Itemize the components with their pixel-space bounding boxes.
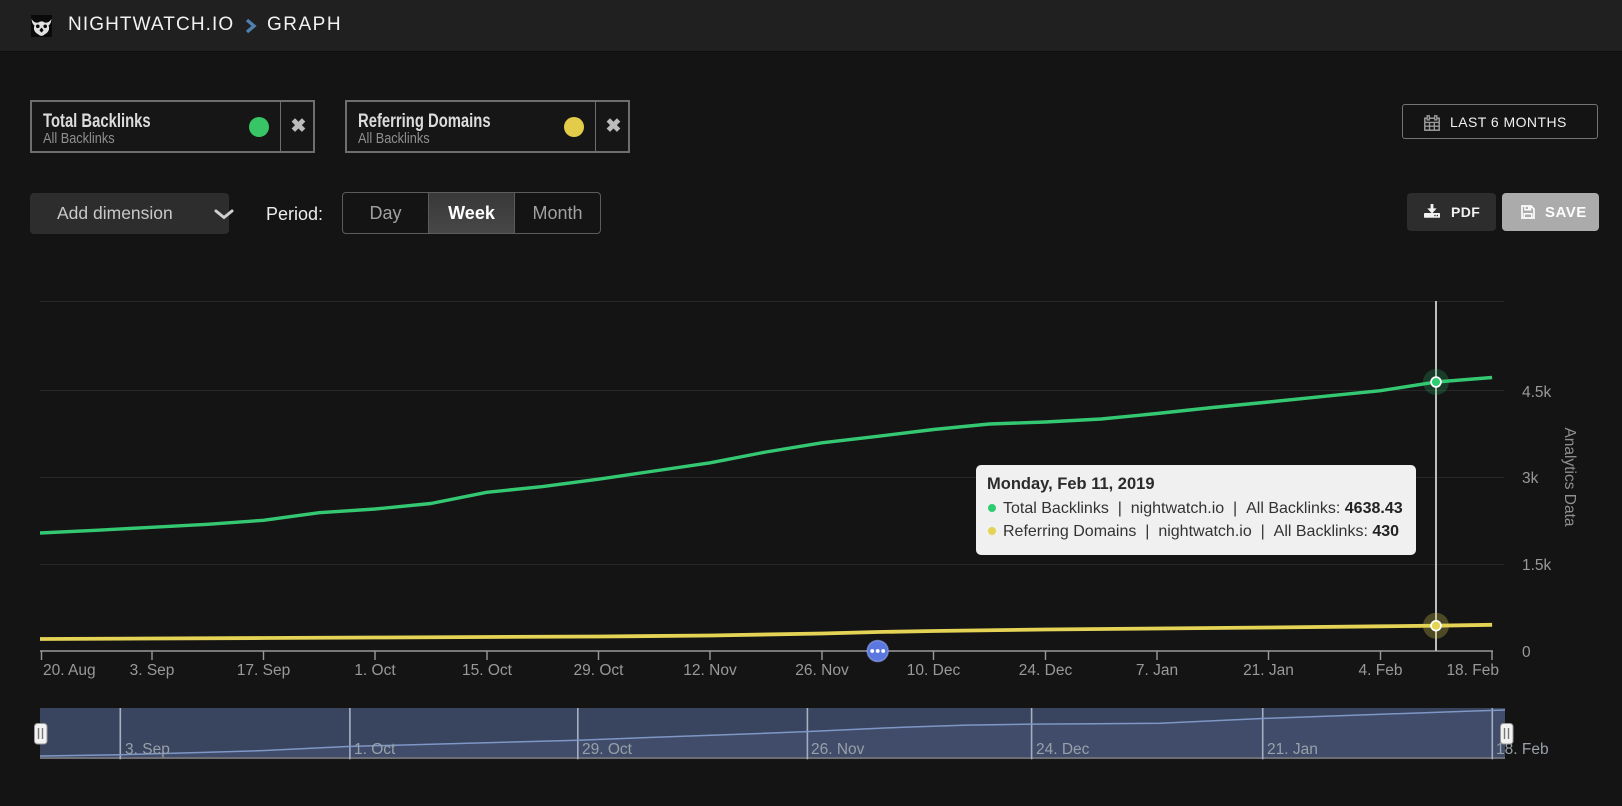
svg-text:1.5k: 1.5k xyxy=(1522,557,1552,574)
svg-text:29. Oct: 29. Oct xyxy=(582,741,633,758)
svg-text:Analytics Data: Analytics Data xyxy=(1561,427,1578,526)
svg-text:29. Oct: 29. Oct xyxy=(574,662,625,679)
svg-text:7. Jan: 7. Jan xyxy=(1136,662,1178,679)
svg-text:0: 0 xyxy=(1522,644,1531,661)
svg-text:21. Jan: 21. Jan xyxy=(1243,662,1294,679)
svg-text:4.5k: 4.5k xyxy=(1522,384,1552,401)
svg-text:3k: 3k xyxy=(1522,470,1539,487)
svg-text:17. Sep: 17. Sep xyxy=(237,662,290,679)
svg-text:26. Nov: 26. Nov xyxy=(811,741,865,758)
svg-text:15. Oct: 15. Oct xyxy=(462,662,513,679)
svg-text:4. Feb: 4. Feb xyxy=(1359,662,1403,679)
svg-text:24. Dec: 24. Dec xyxy=(1019,662,1073,679)
svg-text:20. Aug: 20. Aug xyxy=(43,662,96,679)
svg-text:12. Nov: 12. Nov xyxy=(683,662,737,679)
svg-text:1. Oct: 1. Oct xyxy=(354,741,396,758)
svg-text:24. Dec: 24. Dec xyxy=(1036,741,1090,758)
svg-text:1. Oct: 1. Oct xyxy=(354,662,396,679)
svg-text:10. Dec: 10. Dec xyxy=(907,662,961,679)
svg-text:3. Sep: 3. Sep xyxy=(130,662,175,679)
svg-text:3. Sep: 3. Sep xyxy=(125,741,170,758)
svg-text:21. Jan: 21. Jan xyxy=(1267,741,1318,758)
svg-text:18. Feb: 18. Feb xyxy=(1446,662,1499,679)
svg-text:26. Nov: 26. Nov xyxy=(795,662,849,679)
svg-text:18. Feb: 18. Feb xyxy=(1496,741,1549,758)
